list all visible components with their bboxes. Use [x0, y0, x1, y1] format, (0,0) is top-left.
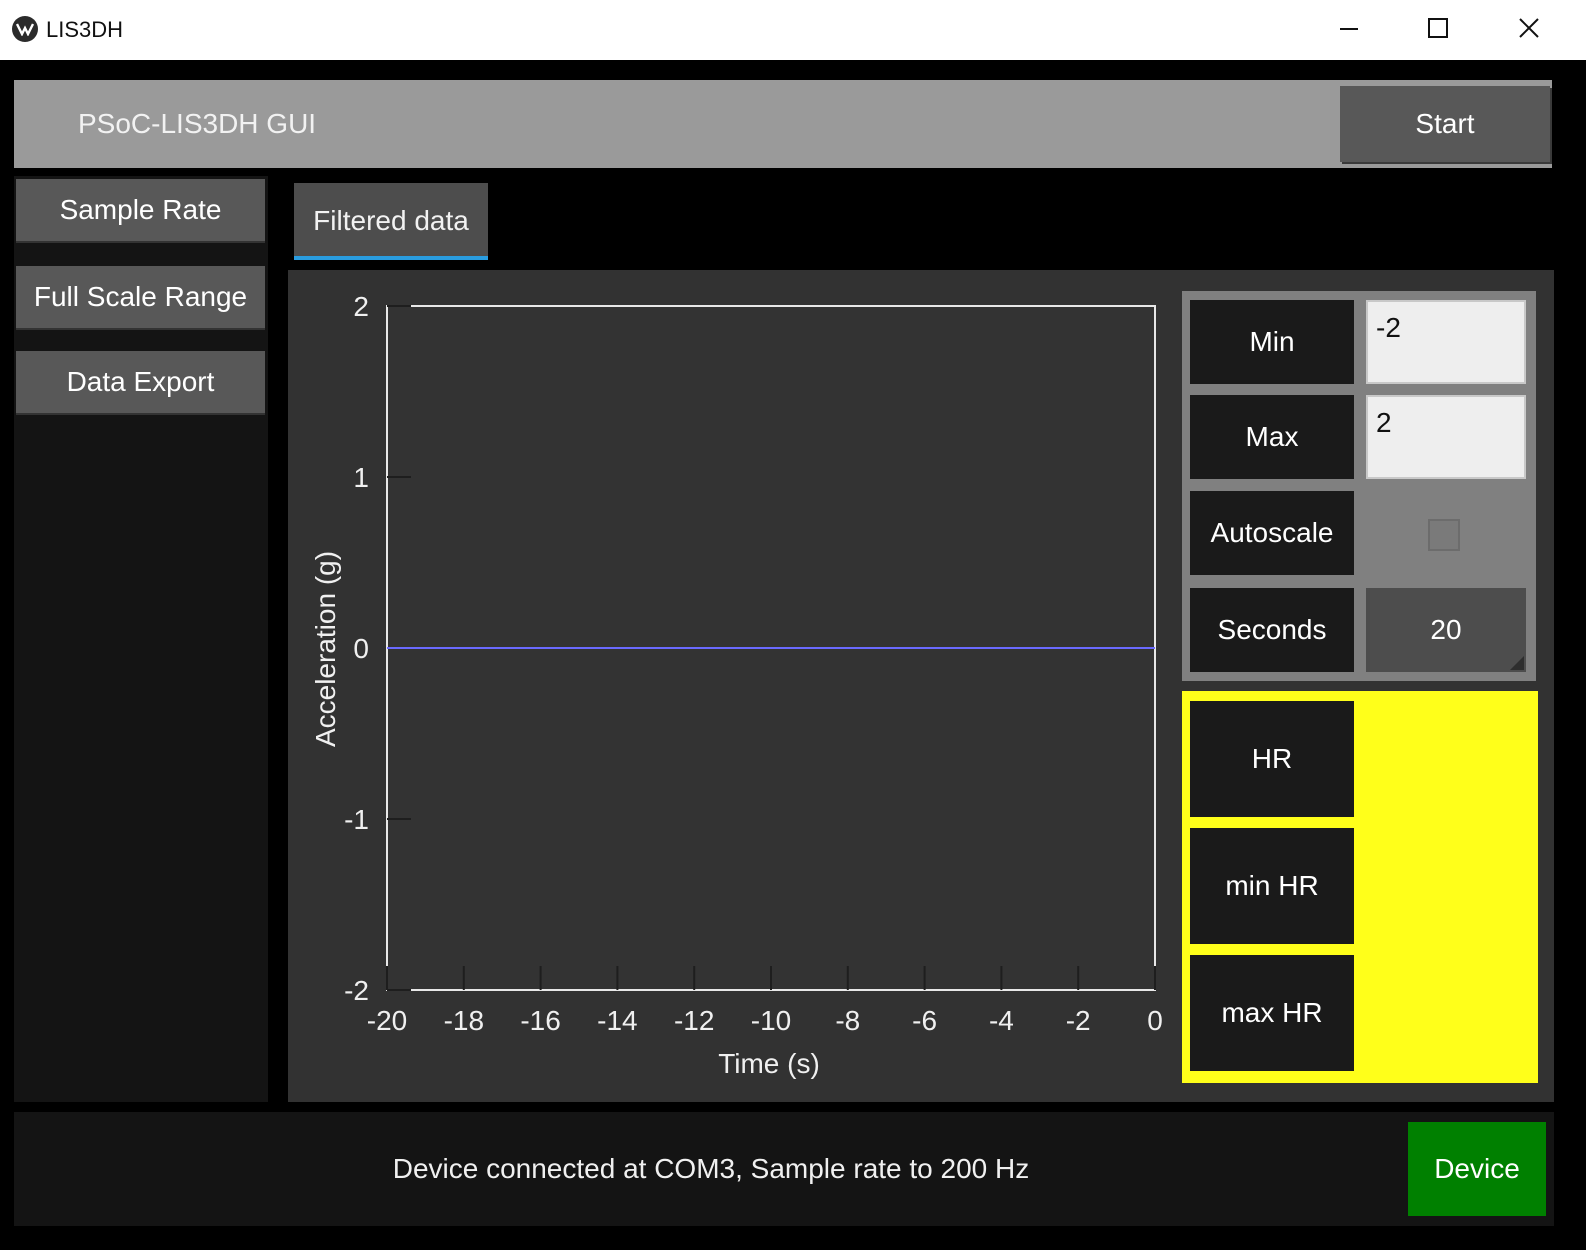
maximize-icon[interactable]	[1415, 10, 1461, 50]
close-icon[interactable]	[1506, 10, 1552, 50]
active-tab-indicator	[294, 256, 488, 260]
x-tick-label: 0	[1147, 1005, 1163, 1036]
y-tick-label: -2	[344, 975, 369, 1006]
seconds-value: 20	[1430, 614, 1462, 645]
x-tick-label: -4	[989, 1005, 1014, 1036]
y-tick-label: 0	[353, 633, 369, 664]
minimize-icon[interactable]	[1326, 10, 1372, 50]
sample-rate-button[interactable]: Sample Rate	[16, 179, 265, 241]
tab-filtered-data[interactable]: Filtered data	[294, 183, 488, 259]
heart-rate-panel: HR min HR max HR	[1182, 691, 1538, 1083]
x-tick-label: -2	[1066, 1005, 1091, 1036]
data-export-button[interactable]: Data Export	[16, 351, 265, 413]
x-tick-label: -20	[367, 1005, 407, 1036]
app-title: PSoC-LIS3DH GUI	[78, 108, 317, 139]
y-axis-label: Acceleration (g)	[310, 551, 341, 747]
max-label: Max	[1190, 395, 1354, 479]
status-message: Device connected at COM3, Sample rate to…	[392, 1153, 1030, 1184]
x-tick-label: -14	[597, 1005, 637, 1036]
window-title: LIS3DH	[46, 17, 124, 42]
x-tick-label: -16	[520, 1005, 560, 1036]
axis-controls: Min -2 Max 2 Autoscale Seconds 20	[1182, 291, 1536, 681]
app-header: PSoC-LIS3DH GUI Start	[14, 80, 1552, 168]
x-tick-label: -10	[751, 1005, 791, 1036]
status-bar: Device connected at COM3, Sample rate to…	[14, 1112, 1554, 1226]
device-button[interactable]: Device	[1408, 1122, 1546, 1216]
y-tick-label: -1	[344, 804, 369, 835]
y-tick-label: 2	[353, 291, 369, 322]
seconds-label: Seconds	[1190, 588, 1354, 672]
main-panel: 2 1 0 -1 -2 -20 -18 -16 -14 -12 -10 -8 -6 -4 -2 0 Time…	[288, 270, 1554, 1102]
dropdown-corner-icon	[1510, 656, 1524, 670]
sidebar: Sample Rate Full Scale Range Data Export	[14, 176, 268, 1102]
x-tick-label: -18	[444, 1005, 484, 1036]
x-tick-label: -12	[674, 1005, 714, 1036]
autoscale-checkbox[interactable]	[1428, 519, 1460, 551]
app-logo-icon	[12, 16, 38, 42]
x-axis-ticks: -20 -18 -16 -14 -12 -10 -8 -6 -4 -2 0	[367, 966, 1163, 1036]
y-tick-label: 1	[353, 462, 369, 493]
max-input[interactable]: 2	[1366, 395, 1526, 479]
acceleration-chart: 210-1-2 -20 -18 -16 -14 -12 -10 -8 -6 -4 -2 0 Time…	[310, 291, 1163, 1079]
start-button[interactable]: Start	[1340, 86, 1550, 162]
hr-label: HR	[1190, 701, 1354, 817]
min-input[interactable]: -2	[1366, 300, 1526, 384]
max-hr-label: max HR	[1190, 955, 1354, 1071]
min-hr-label: min HR	[1190, 828, 1354, 944]
window-title-bar: LIS3DH	[0, 0, 1586, 60]
x-axis-label: Time (s)	[718, 1048, 820, 1079]
seconds-spinner[interactable]: 20	[1366, 588, 1526, 672]
min-label: Min	[1190, 300, 1354, 384]
x-tick-label: -6	[912, 1005, 937, 1036]
x-tick-label: -8	[835, 1005, 860, 1036]
autoscale-label: Autoscale	[1190, 491, 1354, 575]
full-scale-range-button[interactable]: Full Scale Range	[16, 266, 265, 328]
